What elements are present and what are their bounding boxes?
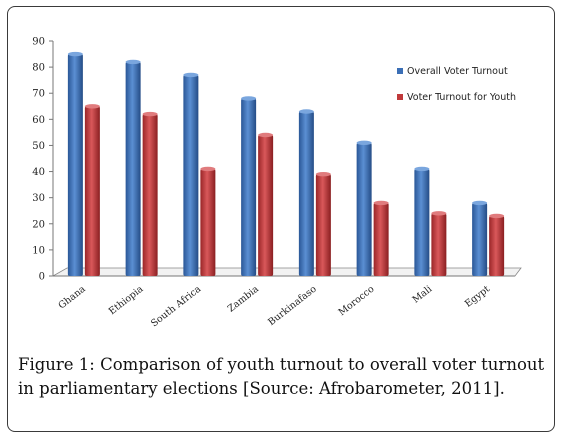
bar-top [373, 200, 389, 206]
x-category-label: Mali [411, 284, 435, 306]
bar-overall-zambia [241, 96, 257, 276]
bar-body [472, 202, 488, 276]
bar-overall-morocco [356, 140, 372, 276]
bar-body [373, 202, 389, 276]
y-tick-label: 30 [32, 193, 45, 204]
bar-body [431, 213, 447, 276]
bar-top [315, 171, 331, 177]
chart-floor [51, 267, 522, 277]
chart-bars [67, 51, 505, 277]
bar-body [298, 111, 314, 276]
bar-top [258, 132, 274, 138]
bar-chart: 0 10 20 30 40 50 60 70 80 90 Ghana Ethiopia South A… [32, 37, 522, 329]
chart-category-labels: Ghana Ethiopia South Africa Zambia Burkinafa… [56, 283, 492, 329]
bar-body [258, 135, 274, 276]
bar-body [183, 74, 199, 276]
caption-text: Comparison of youth turnout to overall v… [18, 355, 545, 398]
bar-overall-ghana [67, 51, 83, 276]
bar-top [356, 140, 372, 146]
bar-body [84, 106, 100, 277]
bar-top [489, 213, 505, 219]
bar-overall-burkinafaso [298, 109, 314, 276]
bar-top [142, 111, 158, 117]
figure-caption: Figure 1: Comparison of youth turnout to… [18, 353, 550, 401]
bar-body [125, 61, 141, 277]
bar-body [142, 114, 158, 276]
bar-body [489, 215, 505, 276]
bar-body [241, 98, 257, 276]
bar-body [356, 142, 372, 276]
bar-top [472, 200, 488, 206]
bar-youth-burkinafaso [315, 171, 331, 276]
x-category-label: Burkinafaso [266, 284, 319, 329]
x-category-label: South Africa [149, 283, 203, 329]
x-category-label: Ghana [56, 283, 88, 311]
bar-top [241, 96, 257, 101]
y-tick-label: 60 [32, 115, 45, 126]
bar-youth-ethiopia [142, 111, 158, 276]
legend-label: Voter Turnout for Youth [407, 92, 516, 103]
bar-youth-mali [431, 211, 447, 276]
bar-overall-egypt [472, 200, 488, 276]
bar-top [431, 211, 447, 216]
y-tick-label: 20 [32, 219, 45, 230]
bar-top [125, 59, 141, 65]
bar-top [84, 104, 100, 109]
bar-top [298, 109, 314, 114]
x-category-label: Ethiopia [107, 283, 146, 317]
x-category-label: Morocco [337, 284, 377, 319]
bar-top [414, 166, 430, 172]
bar-top [200, 166, 216, 172]
legend-label: Overall Voter Turnout [407, 66, 508, 77]
x-category-label: Egypt [463, 284, 492, 310]
y-tick-label: 80 [32, 63, 45, 74]
bar-body [67, 54, 83, 276]
bar-youth-south-africa [200, 166, 216, 276]
bar-body [414, 168, 430, 276]
bar-overall-mali [414, 166, 430, 276]
bar-youth-morocco [373, 200, 389, 276]
bar-top [183, 72, 199, 78]
bar-overall-ethiopia [125, 59, 141, 277]
bar-body [315, 174, 331, 276]
y-tick-label: 90 [32, 37, 45, 48]
bar-top [67, 51, 83, 57]
bar-youth-zambia [258, 132, 274, 276]
legend-swatch [397, 68, 403, 74]
chart-legend: Overall Voter Turnout Voter Turnout for Y… [397, 66, 516, 103]
bar-youth-egypt [489, 213, 505, 276]
bar-overall-south-africa [183, 72, 199, 276]
bar-youth-ghana [84, 104, 100, 277]
caption-label: Figure 1: [18, 355, 95, 374]
y-tick-label: 40 [32, 167, 45, 178]
legend-swatch [397, 94, 403, 100]
bar-body [200, 168, 216, 276]
x-category-label: Zambia [226, 283, 261, 314]
y-tick-label: 50 [32, 141, 45, 152]
y-tick-label: 70 [32, 89, 45, 100]
y-tick-label: 10 [32, 245, 45, 256]
y-tick-label: 0 [39, 272, 45, 283]
